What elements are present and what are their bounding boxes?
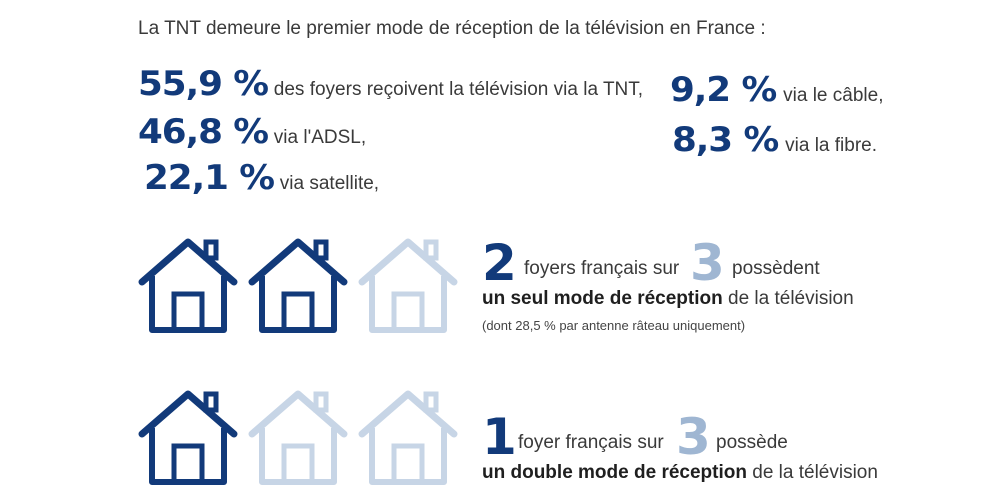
stat-satellite: 22,1 % via satellite,	[144, 158, 379, 198]
stat-value: 8,3 %	[672, 120, 779, 160]
block2-bold: un double mode de réception	[482, 462, 747, 483]
block1-text-b: possèdent	[732, 258, 820, 279]
house-icon	[246, 388, 350, 488]
stat-value: 46,8 %	[138, 112, 269, 152]
block2-number-a: 1	[482, 408, 517, 466]
block1-mode-line: un seul mode de réception de la télévisi…	[482, 288, 854, 310]
stat-text: via la fibre.	[785, 135, 878, 156]
block1-number-b: 3	[690, 234, 725, 292]
headline: La TNT demeure le premier mode de récept…	[138, 18, 766, 39]
stat-text: des foyers reçoivent la télévision via l…	[273, 79, 644, 100]
block2-rest: de la télévision	[746, 462, 878, 483]
block1-text-a: foyers français sur	[524, 258, 680, 279]
block1-note: (dont 28,5 % par antenne râteau uniqueme…	[482, 318, 746, 333]
stat-fibre: 8,3 % via la fibre.	[672, 120, 877, 160]
block2-text-a: foyer français sur	[518, 432, 664, 453]
block1-rest: de la télévision	[722, 288, 854, 309]
stat-tnt: 55,9 % des foyers reçoivent la télévisio…	[138, 64, 643, 104]
stat-text: via l'ADSL,	[273, 127, 367, 148]
block1-number-a: 2	[482, 234, 517, 292]
stat-value: 9,2 %	[670, 70, 777, 110]
house-icon	[136, 236, 240, 336]
house-icon	[136, 388, 240, 488]
stat-value: 55,9 %	[138, 64, 269, 104]
block2-mode-line: un double mode de réception de la télévi…	[482, 462, 878, 484]
block1-bold: un seul mode de réception	[482, 288, 723, 309]
house-icon	[246, 236, 350, 336]
stat-text: via satellite,	[279, 173, 380, 194]
stat-text: via le câble,	[783, 85, 884, 106]
stat-value: 22,1 %	[144, 158, 275, 198]
block2-number-b: 3	[676, 408, 711, 466]
house-icon	[356, 236, 460, 336]
block2-text-b: possède	[716, 432, 788, 453]
stat-adsl: 46,8 % via l'ADSL,	[138, 112, 366, 152]
house-icon	[356, 388, 460, 488]
stat-cable: 9,2 % via le câble,	[670, 70, 883, 110]
